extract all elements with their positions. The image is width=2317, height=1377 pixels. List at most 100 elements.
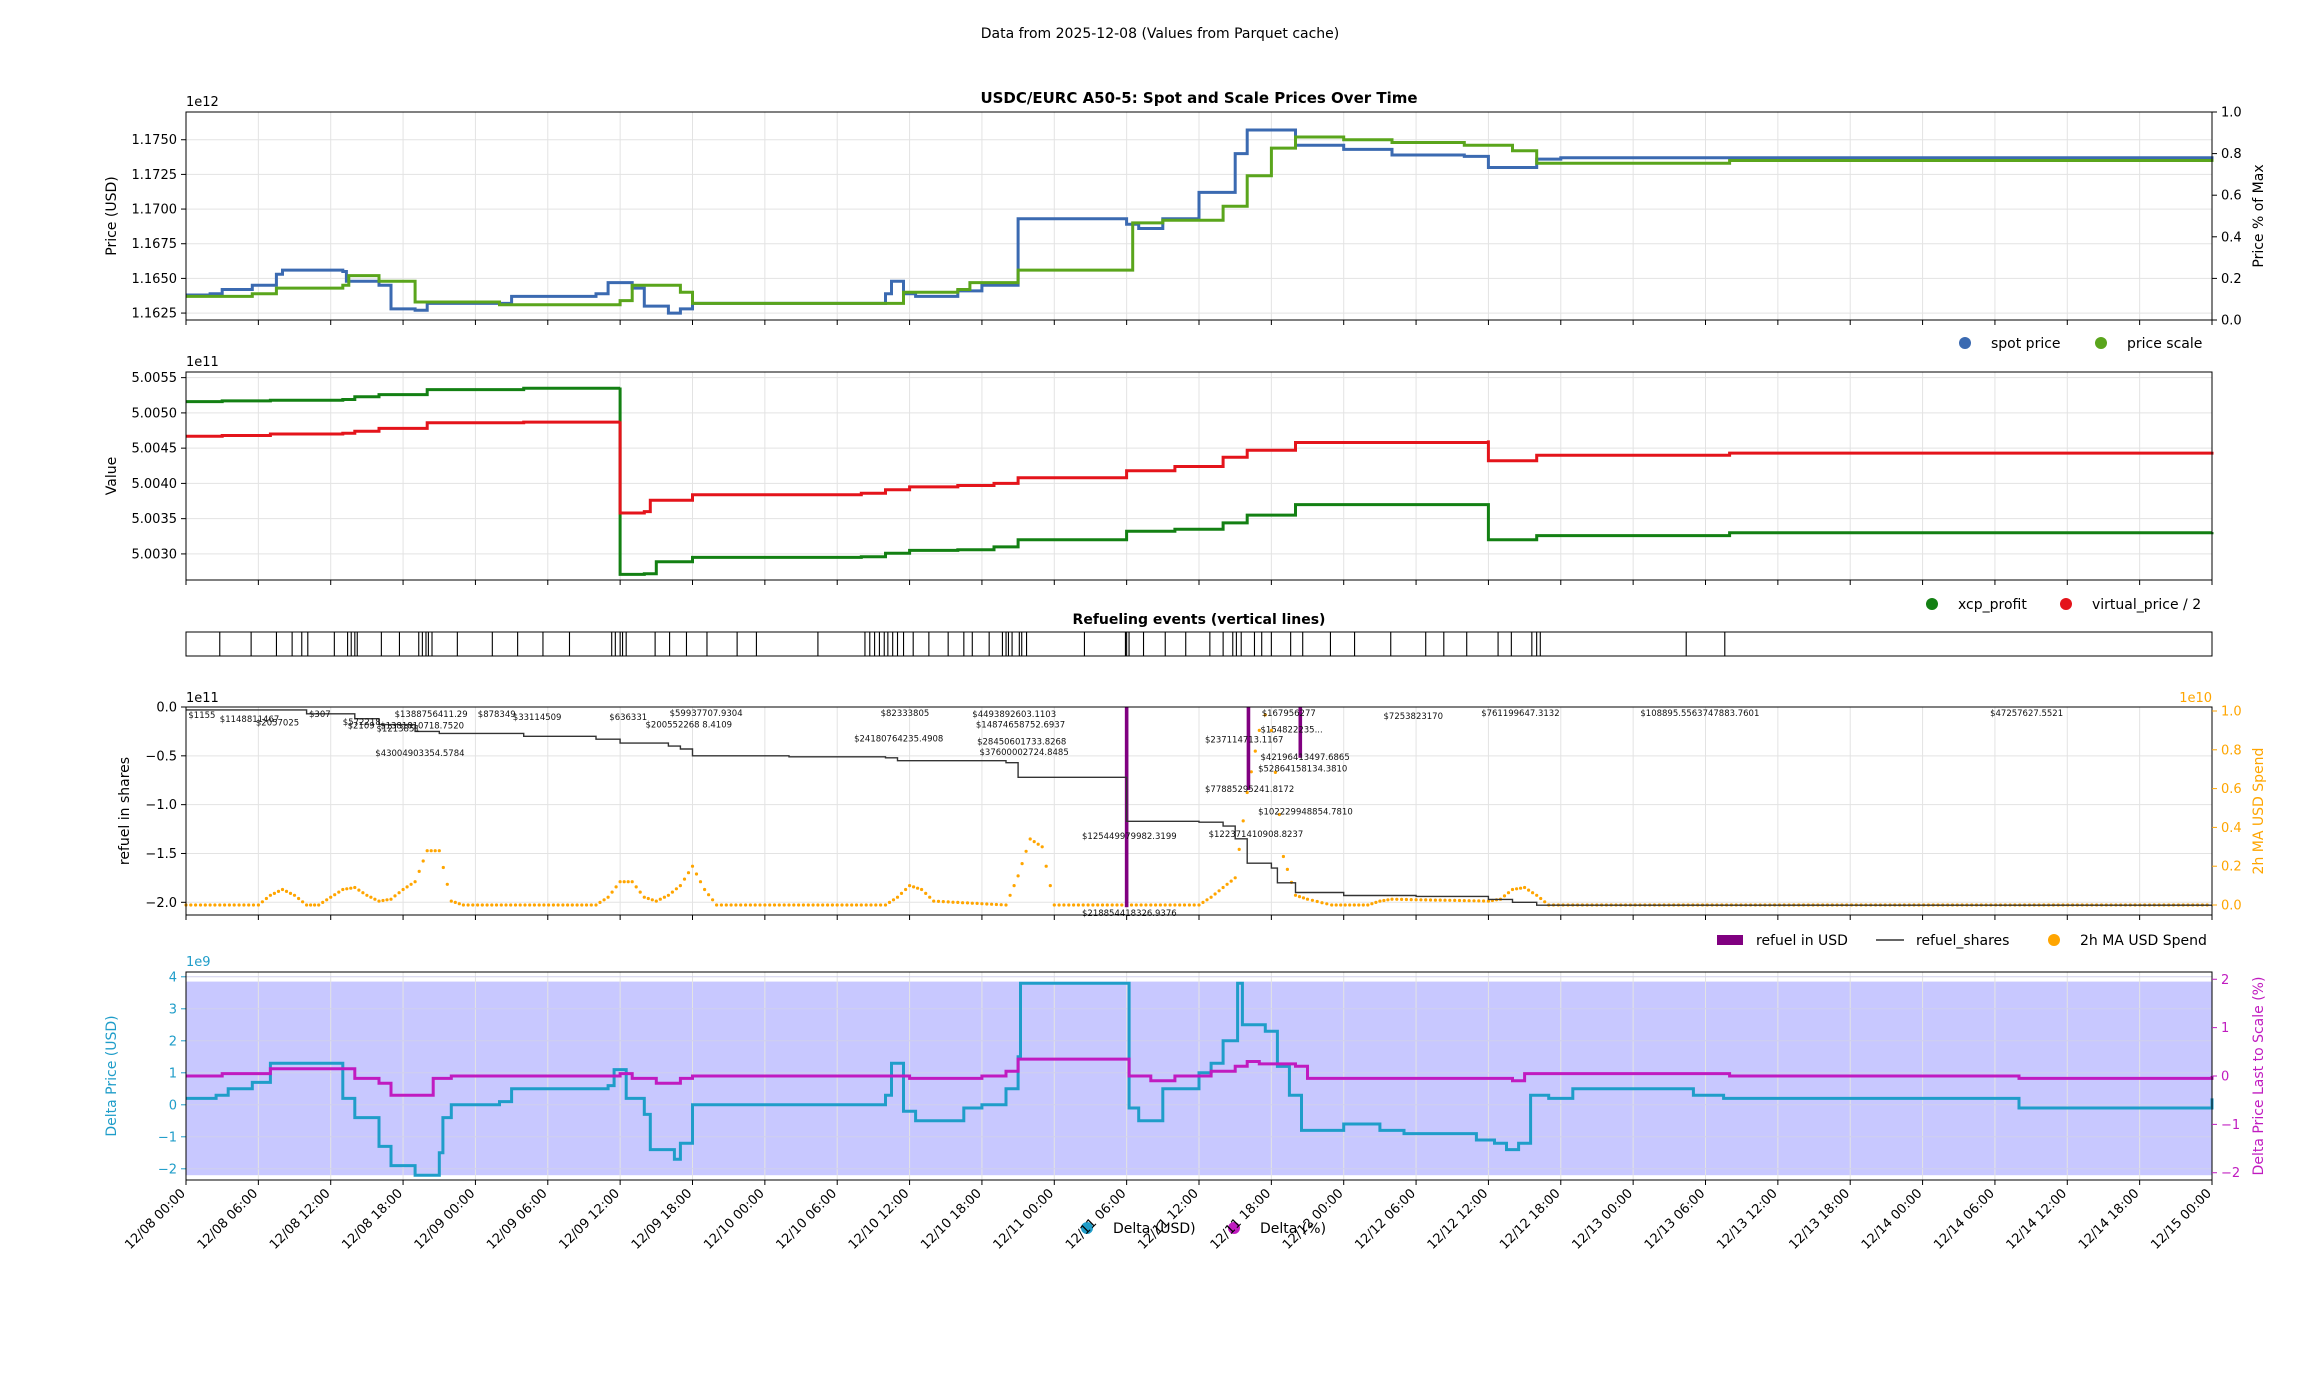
- x-tick-label: 12/08 00:00: [122, 1186, 189, 1253]
- ma-usd-spend-point: [203, 903, 207, 907]
- ma-usd-spend-point: [1020, 862, 1024, 866]
- ma-usd-spend-point: [1370, 902, 1374, 906]
- virtual-price-line: [186, 420, 2214, 515]
- ma-usd-spend-point: [189, 903, 193, 907]
- ma-usd-spend-point: [509, 903, 513, 907]
- ma-usd-spend-point: [409, 882, 413, 886]
- ma-usd-spend-point: [638, 890, 642, 894]
- ma-usd-spend-point: [961, 901, 965, 905]
- ma-usd-spend-point: [1366, 903, 1370, 907]
- panel-title: Refueling events (vertical lines): [1073, 612, 1326, 628]
- ma-usd-spend-point: [232, 903, 236, 907]
- x-tick-label: 12/09 00:00: [412, 1186, 479, 1253]
- axes-frame: [185, 631, 2213, 657]
- ma-usd-spend-point: [816, 903, 820, 907]
- ma-usd-spend-point: [801, 903, 806, 907]
- axes-frame: [185, 371, 2213, 581]
- ma-usd-spend-point: [1129, 903, 1134, 907]
- legend-label: refuel_shares: [1916, 933, 2009, 949]
- ma-usd-spend-point: [1096, 903, 1100, 907]
- ma-usd-spend-point: [951, 900, 955, 904]
- ma-usd-spend-point: [213, 903, 217, 907]
- y-right-tick-label: 0: [2221, 1070, 2229, 1085]
- legend-swatch: [1959, 337, 1971, 349]
- ma-usd-spend-point: [874, 903, 878, 907]
- ma-usd-spend-point: [602, 898, 606, 902]
- y-right-tick-label: 0.4: [2221, 230, 2242, 245]
- ma-usd-spend-point: [1197, 903, 1201, 907]
- y-right-tick-label: 2: [2221, 973, 2229, 988]
- y-right-tick-label: 0.2: [2221, 860, 2242, 875]
- ma-usd-spend-point: [1144, 903, 1148, 907]
- ma-usd-spend-point: [753, 903, 757, 907]
- x-tick-label: 12/10 00:00: [701, 1186, 768, 1253]
- ma-usd-spend-point: [916, 886, 920, 890]
- ma-usd-spend-point: [1192, 903, 1196, 907]
- ma-usd-spend-point: [457, 902, 461, 906]
- ma-usd-spend-point: [869, 903, 873, 907]
- ma-usd-spend-point: [305, 903, 309, 907]
- ma-usd-spend-point: [1543, 900, 1547, 904]
- y-offset-label: 1e9: [186, 955, 211, 970]
- refuel-annotation: $47257627.5521: [1990, 709, 2063, 719]
- ma-usd-spend-point: [1217, 889, 1221, 893]
- ma-usd-spend-point: [975, 901, 979, 906]
- ma-usd-spend-point: [561, 903, 565, 907]
- ma-usd-spend-point: [920, 887, 924, 892]
- ma-usd-spend-point: [325, 898, 329, 902]
- x-tick-label: 12/08 18:00: [339, 1186, 406, 1253]
- ma-usd-spend-point: [1482, 899, 1486, 903]
- event-strip-bg: [186, 632, 2212, 656]
- ma-usd-spend-point: [678, 884, 683, 888]
- ma-usd-spend-point: [1467, 899, 1471, 903]
- refuel-annotation: $102229948854.7810: [1258, 808, 1353, 818]
- ma-usd-spend-point: [1163, 903, 1167, 907]
- y-right-tick-label: 1.0: [2221, 705, 2242, 720]
- ma-usd-spend-point: [1269, 728, 1273, 733]
- ma-usd-spend-point: [1443, 898, 1447, 902]
- ma-usd-spend-point: [532, 903, 537, 907]
- legend-swatch: [2060, 598, 2072, 610]
- ma-usd-spend-point: [1076, 903, 1080, 907]
- y-tick-label: 1.1725: [132, 168, 178, 183]
- ma-usd-spend-point: [734, 903, 738, 907]
- ma-usd-spend-point: [879, 903, 883, 907]
- ma-usd-spend-point: [899, 891, 904, 896]
- ma-usd-spend-point: [1515, 887, 1519, 891]
- suptitle: Data from 2025-12-08 (Values from Parque…: [981, 26, 1340, 42]
- ma-usd-spend-point: [1438, 898, 1442, 902]
- ma-usd-spend-point: [1249, 770, 1253, 774]
- ma-usd-spend-point: [686, 871, 691, 875]
- ma-usd-spend-point: [429, 849, 433, 853]
- x-tick-label: 12/09 06:00: [484, 1186, 551, 1253]
- ma-usd-spend-point: [373, 897, 377, 901]
- ma-usd-spend-point: [598, 900, 602, 905]
- ma-usd-spend-point: [1315, 899, 1319, 904]
- axes-frame: [185, 706, 2213, 916]
- refuel-annotation: $52864158134.3810: [1258, 765, 1347, 775]
- y-right-tick-label: 1: [2221, 1021, 2229, 1036]
- ma-usd-spend-point: [1419, 898, 1423, 902]
- ma-usd-spend-point: [313, 903, 317, 907]
- ma-usd-spend-point: [1400, 897, 1404, 902]
- ma-usd-spend-point: [670, 890, 675, 894]
- ma-usd-spend-point: [924, 891, 928, 896]
- y-right-tick-label: −2: [2221, 1166, 2240, 1181]
- ma-usd-spend-point: [1263, 713, 1267, 717]
- ma-usd-spend-point: [674, 887, 679, 891]
- refuel-shares-line: [186, 709, 2213, 907]
- legend-swatch: [2095, 337, 2107, 349]
- panel-delta: −2 −1 0 1 2 3 4 −2 −1 0 1 2 1e9 Delta Price (USD) Delt…: [104, 955, 2267, 1237]
- refuel-annotation: $1213851: [377, 725, 420, 735]
- ma-usd-spend-point: [970, 901, 974, 905]
- ma-usd-spend-point: [288, 891, 293, 896]
- ma-usd-spend-point: [1173, 903, 1177, 907]
- ma-usd-spend-point: [634, 885, 638, 889]
- ma-usd-spend-point: [1044, 864, 1048, 868]
- ma-usd-spend-point: [1120, 903, 1124, 907]
- refuel-annotation: $24180764235.4908: [854, 734, 943, 744]
- ma-usd-spend-point: [658, 897, 662, 901]
- y-right-tick-label: 0.0: [2221, 899, 2242, 914]
- legend-swatch: [1228, 1222, 1240, 1234]
